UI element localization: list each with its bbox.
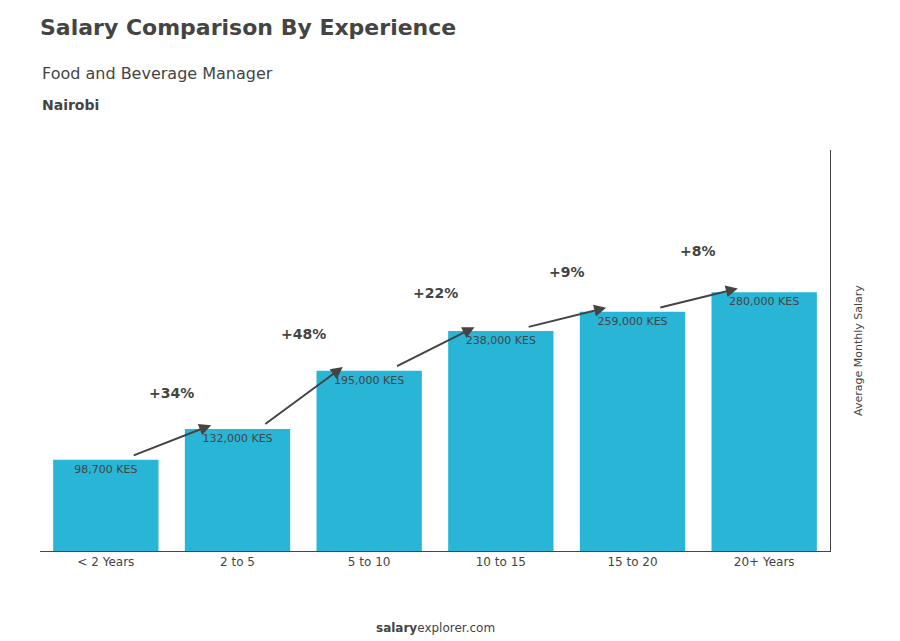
svg-text:132,000 KES: 132,000 KES	[202, 432, 272, 445]
svg-text:238,000 KES: 238,000 KES	[466, 334, 536, 347]
svg-text:+22%: +22%	[413, 285, 458, 301]
svg-text:+9%: +9%	[549, 264, 585, 280]
svg-text:< 2 Years: < 2 Years	[77, 555, 134, 569]
svg-text:+8%: +8%	[680, 243, 716, 259]
svg-text:5 to 10: 5 to 10	[348, 555, 391, 569]
svg-text:280,000 KES: 280,000 KES	[729, 295, 799, 308]
svg-text:salaryexplorer.com: salaryexplorer.com	[376, 621, 495, 635]
svg-text:98,700 KES: 98,700 KES	[74, 463, 137, 476]
svg-text:Salary Comparison By Experienc: Salary Comparison By Experience	[40, 15, 456, 40]
svg-text:+34%: +34%	[149, 385, 194, 401]
svg-text:195,000 KES: 195,000 KES	[334, 374, 404, 387]
svg-text:Average Monthly Salary: Average Monthly Salary	[852, 285, 865, 416]
svg-text:259,000 KES: 259,000 KES	[597, 315, 667, 328]
svg-text:+48%: +48%	[281, 326, 326, 342]
svg-text:10 to 15: 10 to 15	[476, 555, 526, 569]
svg-text:Food and Beverage Manager: Food and Beverage Manager	[42, 64, 273, 83]
svg-text:20+ Years: 20+ Years	[734, 555, 795, 569]
svg-text:2 to 5: 2 to 5	[220, 555, 255, 569]
svg-text:15 to 20: 15 to 20	[607, 555, 657, 569]
svg-text:Nairobi: Nairobi	[42, 97, 99, 113]
